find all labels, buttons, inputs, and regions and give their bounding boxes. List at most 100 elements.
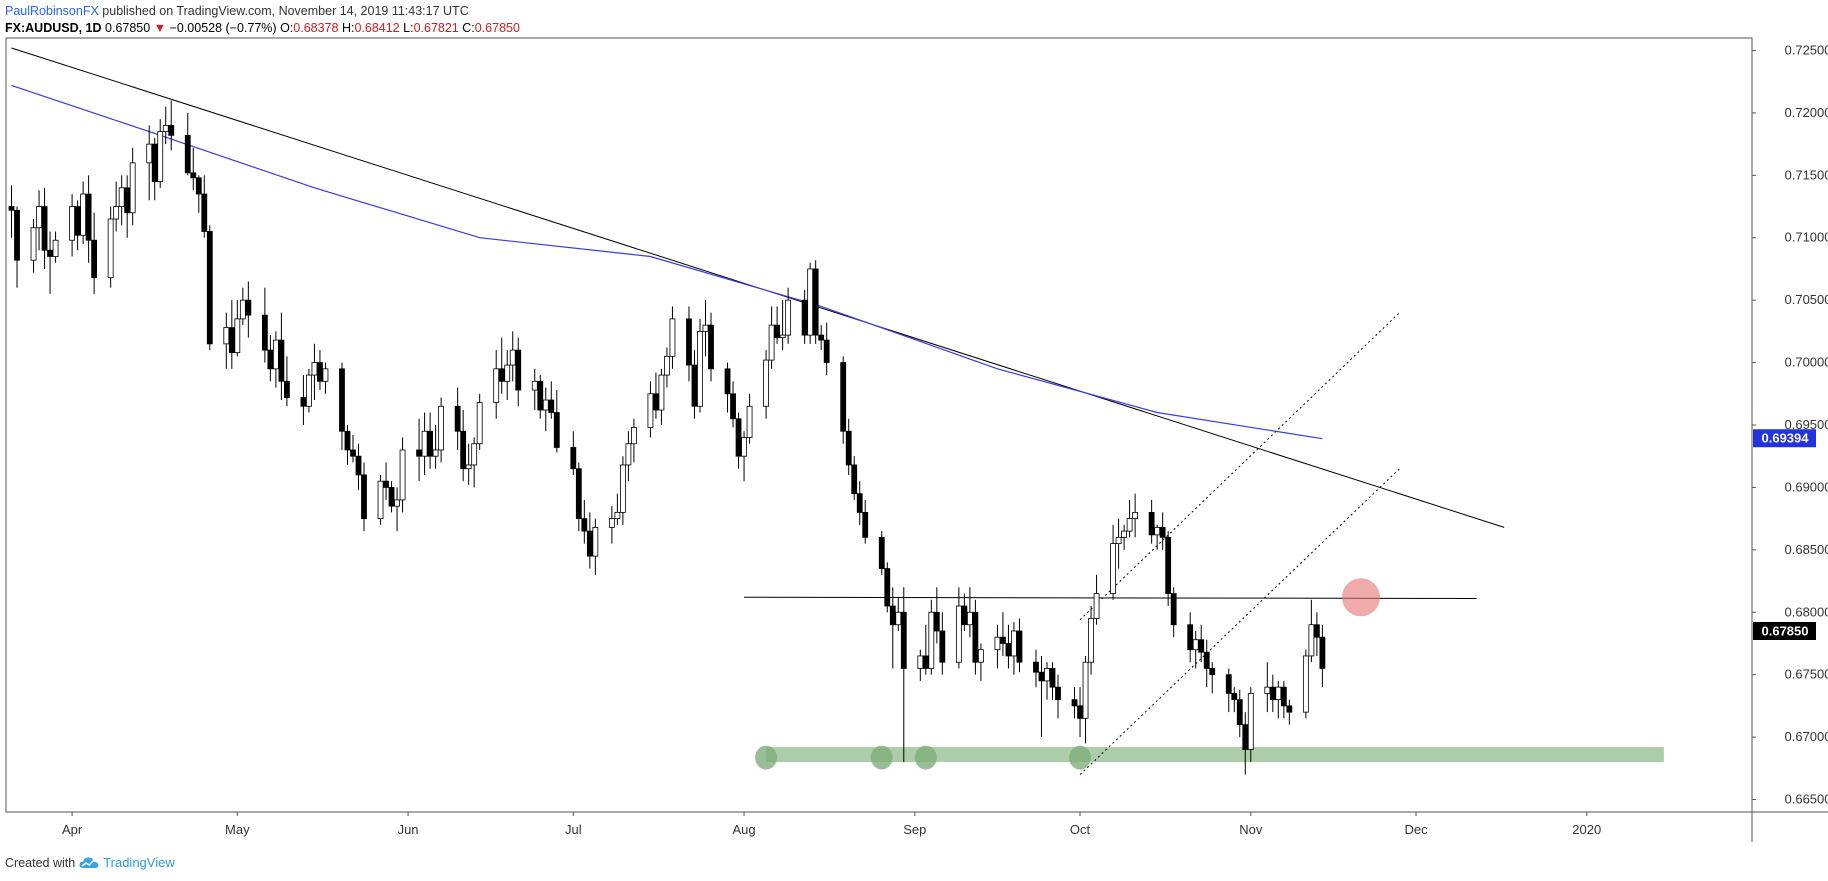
candle-down [1225, 674, 1232, 694]
y-tick-label: 0.69500 [1785, 417, 1828, 432]
candle-down [735, 418, 742, 457]
candle-up [647, 393, 654, 428]
candle-up [1115, 536, 1122, 544]
candle-up [1110, 543, 1116, 594]
x-tick-label: Apr [62, 822, 83, 837]
candle-down [190, 172, 197, 179]
candle-down [85, 193, 92, 241]
x-tick-label: Sep [903, 822, 926, 837]
candle-down [862, 511, 869, 538]
candle-up [955, 605, 962, 663]
candle-down [361, 474, 367, 520]
candle-down [889, 605, 896, 626]
candle-down [653, 393, 659, 411]
candle-down [537, 380, 544, 411]
candle-down [195, 177, 202, 195]
y-tick-label: 0.66500 [1785, 792, 1828, 807]
candle-down [884, 568, 891, 607]
candle-up [1275, 686, 1282, 701]
candle-down [74, 206, 81, 236]
candle-up [608, 518, 615, 528]
candle-up [476, 402, 483, 445]
candle-down [1269, 686, 1276, 701]
candle-down [575, 468, 582, 520]
y-tick-label: 0.68000 [1785, 604, 1828, 619]
candle-up [741, 437, 747, 457]
candle-down [498, 368, 505, 382]
candle-down [961, 605, 968, 626]
candle-down [284, 380, 290, 398]
candle-down [1016, 630, 1023, 663]
candle-up [630, 427, 637, 445]
candle-down [339, 368, 345, 432]
candle-up [465, 464, 472, 470]
candle-down [14, 209, 20, 261]
candle-up [669, 318, 676, 357]
candle-up [36, 206, 42, 229]
x-tick-label: Jun [398, 822, 419, 837]
candle-down [47, 249, 53, 257]
candle-up [807, 268, 814, 336]
support-zone [766, 747, 1664, 763]
author-link[interactable]: PaulRobinsonFX [5, 4, 99, 18]
candle-up [162, 124, 169, 133]
y-tick-label: 0.72000 [1785, 105, 1828, 120]
candle-up [234, 318, 241, 353]
candle-down [586, 530, 593, 557]
candle-up [1082, 661, 1089, 719]
candle-down [845, 430, 852, 466]
candle-down [267, 349, 274, 370]
candle-up [1126, 518, 1133, 532]
candle-down [1049, 668, 1056, 688]
candle-up [394, 499, 400, 507]
candle-down [1005, 643, 1012, 657]
candle-up [1121, 530, 1128, 538]
candle-down [350, 449, 356, 457]
low-value: 0.67821 [413, 21, 459, 35]
candle-up [768, 324, 775, 361]
candle-down [1231, 693, 1238, 701]
candle-down [724, 368, 731, 395]
candle-up [1192, 639, 1199, 651]
candle-up [493, 368, 500, 403]
candle-down [840, 362, 847, 432]
x-tick-label: Nov [1239, 822, 1263, 837]
candle-down [1242, 724, 1249, 750]
candle-down [245, 299, 252, 316]
y-tick-label: 0.67500 [1785, 667, 1828, 682]
candle-up [779, 334, 786, 339]
candle-down [812, 268, 819, 336]
y-tick-label: 0.72500 [1785, 42, 1828, 57]
candle-down [1159, 526, 1166, 538]
candle-down [454, 405, 461, 432]
candle-up [322, 368, 329, 382]
candle-up [399, 449, 406, 501]
candle-down [168, 124, 175, 136]
price-tag-ma-bg [1753, 429, 1816, 448]
footer: Created with TradingView [5, 855, 175, 870]
candle-up [977, 649, 984, 663]
publish-text: published on TradingView.com, November 1… [102, 4, 469, 18]
candle-up [239, 299, 246, 320]
candle-up [619, 464, 626, 513]
candle-down [581, 518, 588, 532]
y-tick-label: 0.67000 [1785, 729, 1828, 744]
plot-frame [5, 37, 1753, 813]
candle-up [118, 187, 125, 207]
price-change: −0.00528 (−0.77%) [169, 21, 277, 35]
candle-up [697, 330, 703, 407]
tradingview-brand-link[interactable]: TradingView [103, 855, 175, 870]
candle-down [317, 362, 323, 382]
candle-down [774, 324, 781, 339]
candle-down [300, 397, 307, 407]
y-tick-label: 0.71500 [1785, 167, 1828, 182]
candle-up [438, 405, 445, 451]
price-tag-ma: 0.69394 [1762, 431, 1810, 446]
candle-up [917, 655, 924, 669]
candle-up [1264, 686, 1271, 694]
candle-down [691, 364, 698, 407]
candle-down [1038, 671, 1045, 682]
candle-up [146, 143, 153, 164]
candle-up [432, 449, 439, 457]
